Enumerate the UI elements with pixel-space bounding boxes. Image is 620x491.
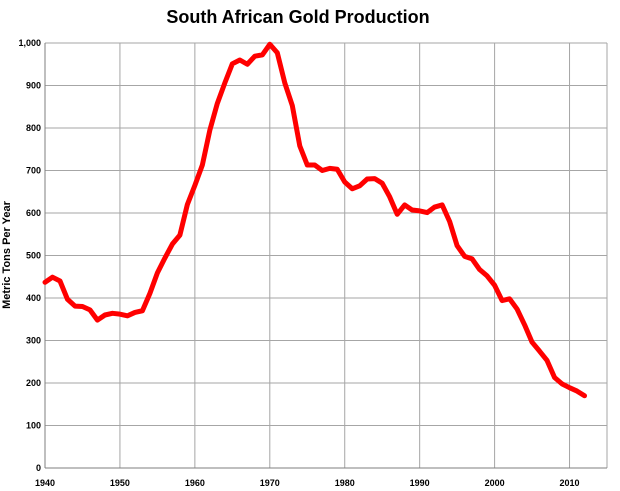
chart-title: South African Gold Production <box>166 7 429 27</box>
axes <box>44 43 607 469</box>
x-tick-label: 1960 <box>185 478 205 488</box>
tick-labels: 0 100 200 300 400 500 600 700 800 900 1,000 1940 195… <box>18 38 579 488</box>
y-tick-label: 1,000 <box>18 38 41 48</box>
y-tick-label: 100 <box>26 421 41 431</box>
x-tick-label: 2000 <box>485 478 505 488</box>
y-tick-label: 800 <box>26 123 41 133</box>
y-tick-label: 300 <box>26 336 41 346</box>
y-tick-label: 700 <box>26 166 41 176</box>
x-tick-label: 1950 <box>110 478 130 488</box>
y-tick-label: 200 <box>26 378 41 388</box>
y-tick-label: 600 <box>26 208 41 218</box>
series-line <box>42 41 588 399</box>
x-tick-label: 1940 <box>35 478 55 488</box>
x-tick-label: 1990 <box>410 478 430 488</box>
series-layer <box>42 41 588 399</box>
x-tick-label: 1980 <box>335 478 355 488</box>
gridlines <box>44 42 608 468</box>
x-tick-label: 2010 <box>560 478 580 488</box>
y-axis-label: Metric Tons Per Year <box>1 200 13 309</box>
y-tick-label: 400 <box>26 293 41 303</box>
y-tick-label: 500 <box>26 251 41 261</box>
x-tick-label: 1970 <box>260 478 280 488</box>
y-tick-label: 900 <box>26 81 41 91</box>
y-tick-label: 0 <box>36 463 41 473</box>
